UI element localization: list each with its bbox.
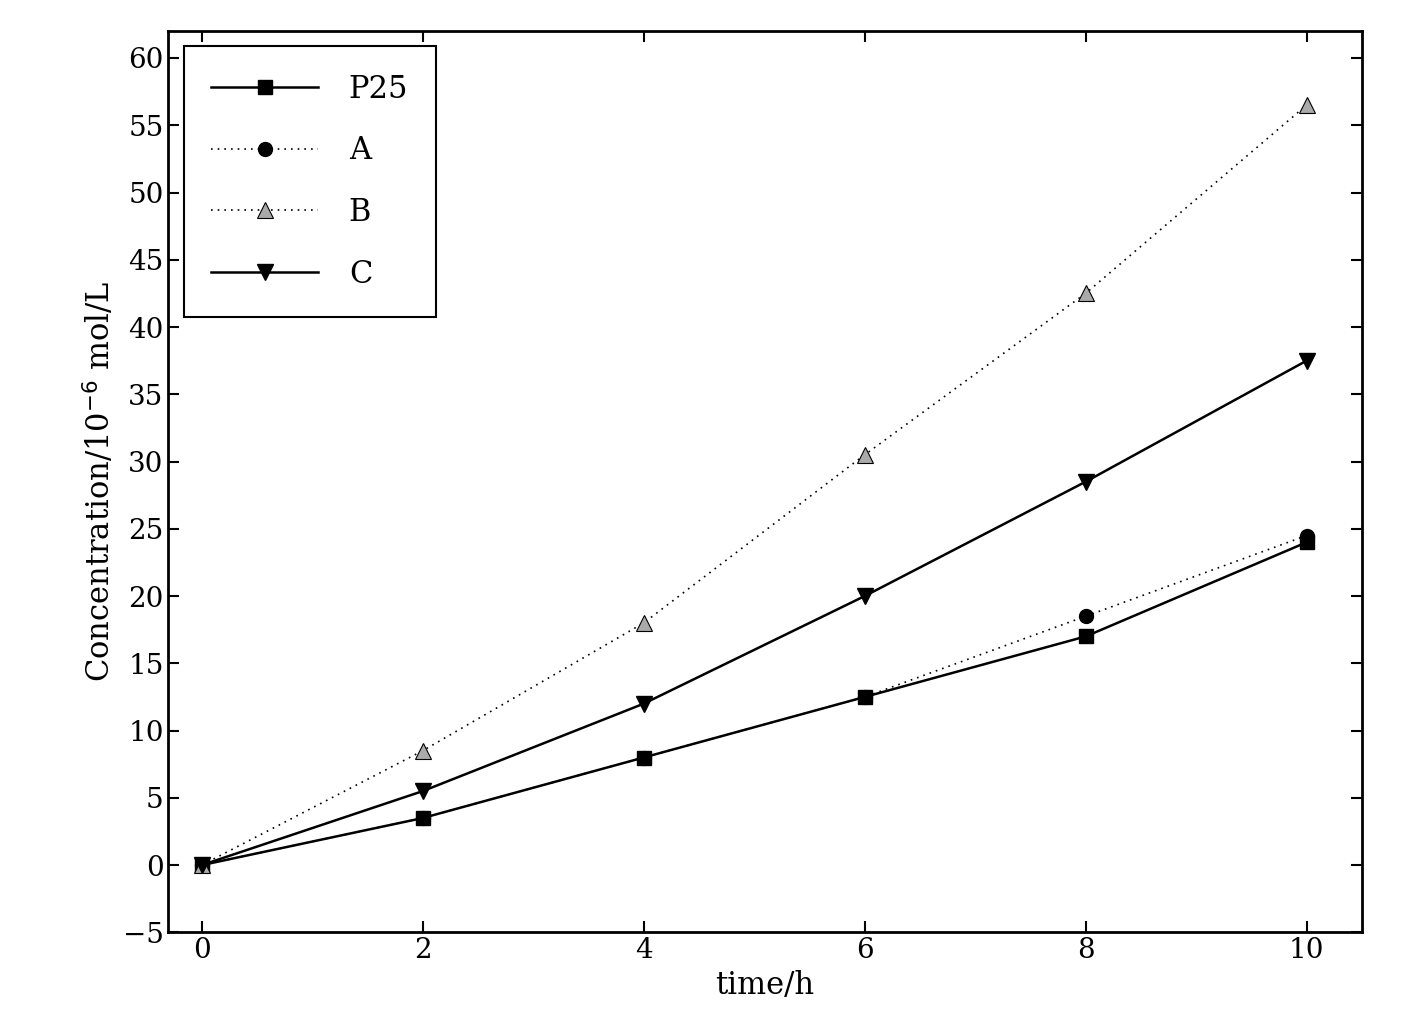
Line: A: A [195, 528, 1314, 872]
C [194, 859, 211, 871]
A [635, 751, 651, 764]
P25 [635, 751, 651, 764]
C [414, 785, 431, 798]
A [1077, 610, 1094, 623]
B [856, 449, 873, 461]
P25 [1299, 536, 1316, 548]
B [1077, 287, 1094, 299]
Legend: P25, A, B, C: P25, A, B, C [184, 47, 435, 317]
B [414, 745, 431, 757]
X-axis label: time/h: time/h [716, 970, 814, 1001]
C [635, 697, 651, 710]
B [1299, 98, 1316, 111]
C [1077, 476, 1094, 488]
Y-axis label: Concentration/10$^{-6}$ mol/L: Concentration/10$^{-6}$ mol/L [81, 281, 117, 683]
Line: P25: P25 [195, 536, 1314, 872]
Line: C: C [194, 352, 1316, 873]
P25 [414, 812, 431, 825]
A [856, 691, 873, 703]
P25 [194, 859, 211, 871]
C [856, 589, 873, 602]
A [194, 859, 211, 871]
A [1299, 529, 1316, 542]
C [1299, 354, 1316, 367]
P25 [856, 691, 873, 703]
Line: B: B [194, 96, 1316, 873]
B [194, 859, 211, 871]
B [635, 616, 651, 629]
A [414, 812, 431, 825]
P25 [1077, 630, 1094, 642]
